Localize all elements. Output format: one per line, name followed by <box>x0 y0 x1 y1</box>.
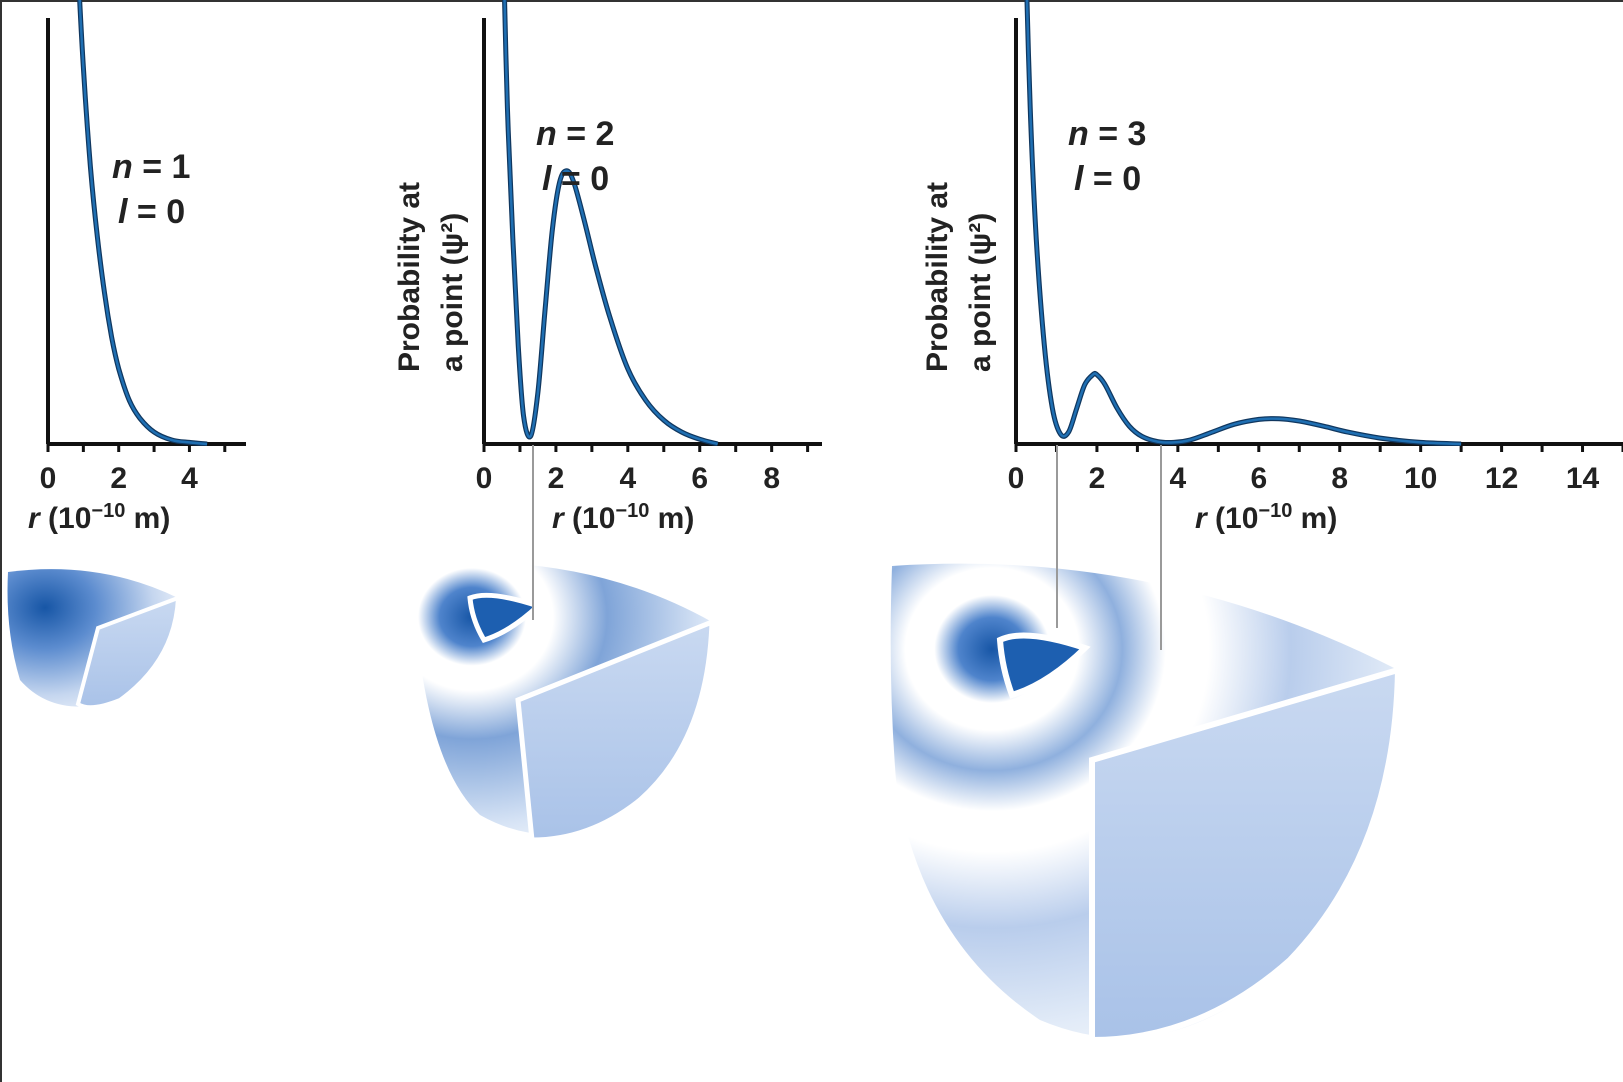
x-tick-label: 2 <box>1089 462 1106 495</box>
state-n-label-n3: n = 3 <box>1068 115 1147 153</box>
x-tick-label: 0 <box>40 462 57 495</box>
x-tick-label: 4 <box>1170 462 1187 495</box>
probability-curve <box>1025 0 1462 446</box>
x-tick-label: 12 <box>1485 462 1518 495</box>
state-l-label-n3: l = 0 <box>1074 160 1142 198</box>
x-tick-label: 8 <box>763 462 780 495</box>
cloud-n2 <box>412 562 715 843</box>
state-n-label-n2: n = 2 <box>536 115 615 153</box>
x-tick-label: 0 <box>476 462 493 495</box>
x-tick-label: 4 <box>619 462 636 495</box>
state-n-label-n1: n = 1 <box>112 148 191 186</box>
plot-n2: 0 2 4 6 8 <box>476 0 822 495</box>
x-tick-label: 0 <box>1008 462 1025 495</box>
x-axis-label-n1: r (10−10 m) <box>28 500 171 535</box>
x-axis-label-n3: r (10−10 m) <box>1195 500 1338 535</box>
x-tick-label: 10 <box>1404 462 1437 495</box>
frame-top-border <box>0 0 1623 2</box>
probability-curve <box>503 0 719 446</box>
x-tick-label: 6 <box>1250 462 1267 495</box>
x-tick-label: 4 <box>181 462 198 495</box>
frame-left-border <box>0 0 2 1082</box>
state-l-label-n1: l = 0 <box>118 193 186 231</box>
x-tick-label: 8 <box>1331 462 1348 495</box>
x-tick-label: 6 <box>691 462 708 495</box>
plot-n3: 0 2 4 6 8 10 12 14 <box>1008 0 1623 495</box>
state-l-label-n2: l = 0 <box>542 160 610 198</box>
cloud-n3 <box>890 563 1402 1044</box>
x-tick-label: 2 <box>110 462 127 495</box>
x-tick-label: 2 <box>548 462 565 495</box>
x-tick-label: 14 <box>1566 462 1600 495</box>
probability-curve <box>78 0 208 446</box>
x-axis-label-n2: r (10−10 m) <box>552 500 695 535</box>
plot-n1: 0 2 4 <box>40 0 246 495</box>
cloud-n1 <box>7 569 181 710</box>
